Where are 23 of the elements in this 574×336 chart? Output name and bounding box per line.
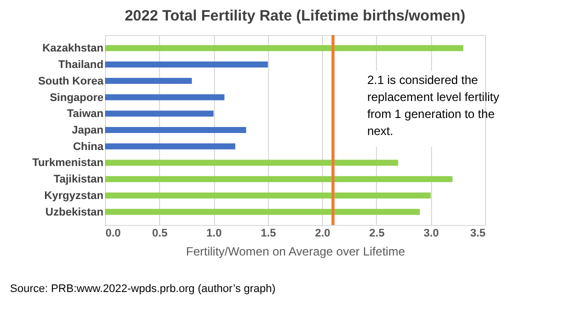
x-axis-title: Fertility/Women on Average over Lifetime: [186, 244, 406, 258]
y-tick-label: Taiwan: [67, 108, 104, 120]
chart-title: 2022 Total Fertility Rate (Lifetime births/women): [124, 8, 466, 24]
source-note: Source: PRB:www.2022-wpds.prb.org (author’s graph): [10, 283, 276, 295]
x-tick-label: 2.0: [314, 228, 330, 240]
y-tick-label: Turkmenistan: [32, 157, 104, 170]
x-tick-label: 1.5: [260, 228, 276, 240]
y-tick-label: Uzbekistan: [45, 206, 104, 218]
y-tick-label: Kazakhstan: [42, 42, 104, 55]
y-tick-label: Tajikistan: [54, 174, 104, 186]
y-tick-label: Japan: [72, 124, 104, 136]
y-tick-label: Singapore: [50, 92, 104, 104]
x-tick-label: 3.0: [424, 228, 439, 240]
y-tick-label: Kyrgyzstan: [44, 190, 104, 202]
x-tick-label: 1.0: [206, 228, 222, 240]
x-tick-label: 0.0: [106, 228, 121, 240]
x-tick-label: 0.5: [152, 228, 168, 240]
y-tick-label: South Korea: [38, 75, 104, 88]
annotation: 2.1 is considered the replacement level fertility from 1 generation to the next.: [367, 73, 500, 138]
x-tick-label: 3.5: [470, 228, 486, 240]
y-tick-label: Thailand: [58, 59, 104, 72]
y-tick-label: China: [72, 140, 104, 153]
x-tick-label: 2.5: [369, 228, 385, 240]
